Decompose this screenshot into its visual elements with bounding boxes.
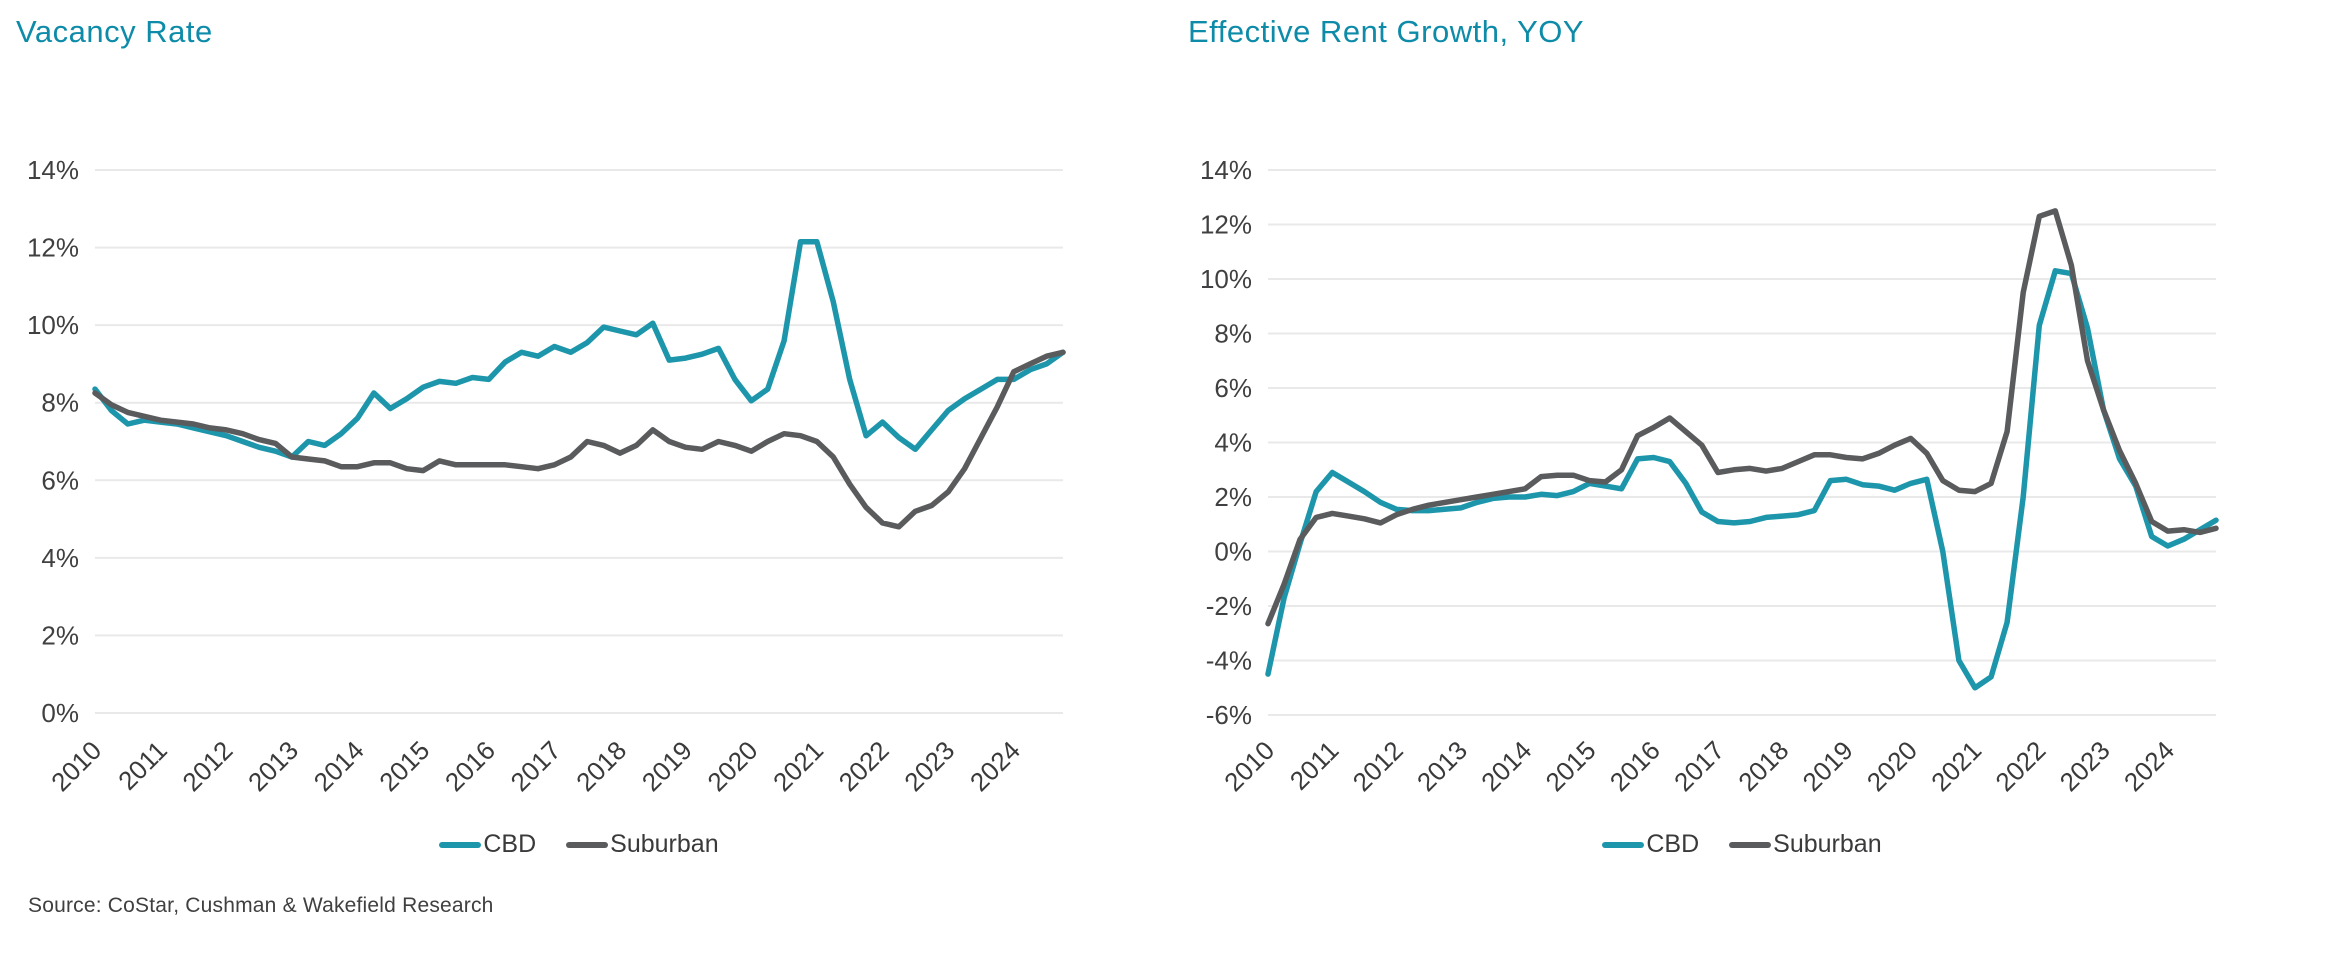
- y-axis-tick-label: 6%: [41, 465, 79, 495]
- rent-growth-chart-title: Effective Rent Growth, YOY: [1188, 14, 1585, 49]
- y-axis-tick-label: 0%: [1214, 537, 1252, 567]
- y-axis-tick-label: -4%: [1206, 646, 1252, 676]
- x-axis-tick-label: 2024: [964, 735, 1026, 797]
- y-axis-tick-label: 14%: [27, 155, 79, 185]
- x-axis-tick-label: 2024: [2118, 735, 2180, 797]
- legend-label-suburban: Suburban: [1773, 830, 1882, 858]
- y-axis-tick-label: 12%: [27, 233, 79, 263]
- x-axis-tick-label: 2016: [439, 735, 501, 797]
- suburban-line: [92, 349, 1066, 530]
- y-axis-tick-label: 6%: [1214, 373, 1252, 403]
- y-axis-tick-label: 8%: [41, 388, 79, 418]
- x-axis-tick-label: 2012: [176, 735, 238, 797]
- x-axis-tick-label: 2022: [1989, 735, 2051, 797]
- legend-item-cbd: CBD: [1602, 830, 1699, 859]
- x-axis-tick-label: 2016: [1604, 735, 1666, 797]
- vacancy-chart: 14%12%10%8%6%4%2%0%2010 2011 2012 2013 2014 2…: [27, 155, 1066, 797]
- cbd-line-swatch: [439, 841, 482, 848]
- y-axis-tick-label: 2%: [1214, 482, 1252, 512]
- y-axis-tick-label: 10%: [27, 310, 79, 340]
- cbd-line: [1265, 268, 2219, 691]
- x-axis-tick-label: 2019: [1797, 735, 1859, 797]
- x-axis-tick-label: 2015: [1539, 735, 1601, 797]
- x-axis-tick-label: 2019: [636, 735, 698, 797]
- x-axis-tick-label: 2018: [1732, 735, 1794, 797]
- legend-label-cbd: CBD: [483, 830, 537, 858]
- x-axis-tick-label: 2011: [112, 735, 173, 796]
- x-axis-tick-label: 2011: [1284, 735, 1345, 796]
- legend-label-cbd: CBD: [1646, 830, 1700, 858]
- x-axis-tick-label: 2023: [898, 735, 960, 797]
- x-axis-tick-label: 2010: [1218, 735, 1280, 797]
- rent-growth-chart-legend: CBD Suburban: [1268, 830, 2216, 859]
- legend-item-suburban: Suburban: [1729, 830, 1882, 859]
- y-axis-tick-label: 10%: [1200, 264, 1252, 294]
- y-axis-tick-label: 2%: [41, 620, 79, 650]
- vacancy-chart-legend: CBD Suburban: [95, 830, 1063, 859]
- x-axis-tick-label: 2013: [242, 735, 304, 797]
- y-axis-tick-label: 4%: [41, 543, 79, 573]
- suburban-line-swatch: [1729, 841, 1772, 848]
- x-axis-tick-label: 2022: [833, 735, 895, 797]
- y-axis-tick-label: 14%: [1200, 155, 1252, 185]
- y-axis-tick-label: -2%: [1206, 591, 1252, 621]
- x-axis-tick-label: 2017: [1668, 735, 1730, 797]
- y-axis-tick-label: 8%: [1214, 319, 1252, 349]
- x-axis-tick-label: 2010: [45, 735, 107, 797]
- x-axis-tick-label: 2017: [505, 735, 567, 797]
- x-axis-tick-label: 2020: [1861, 735, 1923, 797]
- rent-chart: 14% 12% 10% 8% 6% 4% 2% 0% -2% -4% -6% 2010 2011 2012…: [1200, 155, 2219, 797]
- y-axis-tick-label: -6%: [1206, 700, 1252, 730]
- cbd-line: [92, 239, 1066, 460]
- x-axis-tick-label: 2021: [1925, 735, 1987, 797]
- x-axis-tick-label: 2014: [308, 735, 370, 797]
- x-axis-tick-label: 2020: [701, 735, 763, 797]
- y-axis-tick-label: 12%: [1200, 210, 1252, 240]
- x-axis-tick-label: 2021: [767, 735, 829, 797]
- suburban-line: [1265, 208, 2219, 627]
- y-axis-tick-label: 4%: [1214, 428, 1252, 458]
- x-axis-tick-label: 2023: [2054, 735, 2116, 797]
- source-note: Source: CoStar, Cushman & Wakefield Rese…: [28, 894, 494, 917]
- x-axis-tick-label: 2014: [1475, 735, 1537, 797]
- legend-label-suburban: Suburban: [610, 830, 719, 858]
- vacancy-chart-title: Vacancy Rate: [16, 14, 213, 49]
- suburban-line-swatch: [566, 841, 609, 848]
- legend-item-suburban: Suburban: [566, 830, 719, 859]
- cbd-line-swatch: [1602, 841, 1645, 848]
- y-axis-tick-label: 0%: [41, 698, 79, 728]
- x-axis-tick-label: 2012: [1347, 735, 1409, 797]
- legend-item-cbd: CBD: [439, 830, 536, 859]
- x-axis-tick-label: 2015: [373, 735, 435, 797]
- x-axis-tick-label: 2018: [570, 735, 632, 797]
- x-axis-tick-label: 2013: [1411, 735, 1473, 797]
